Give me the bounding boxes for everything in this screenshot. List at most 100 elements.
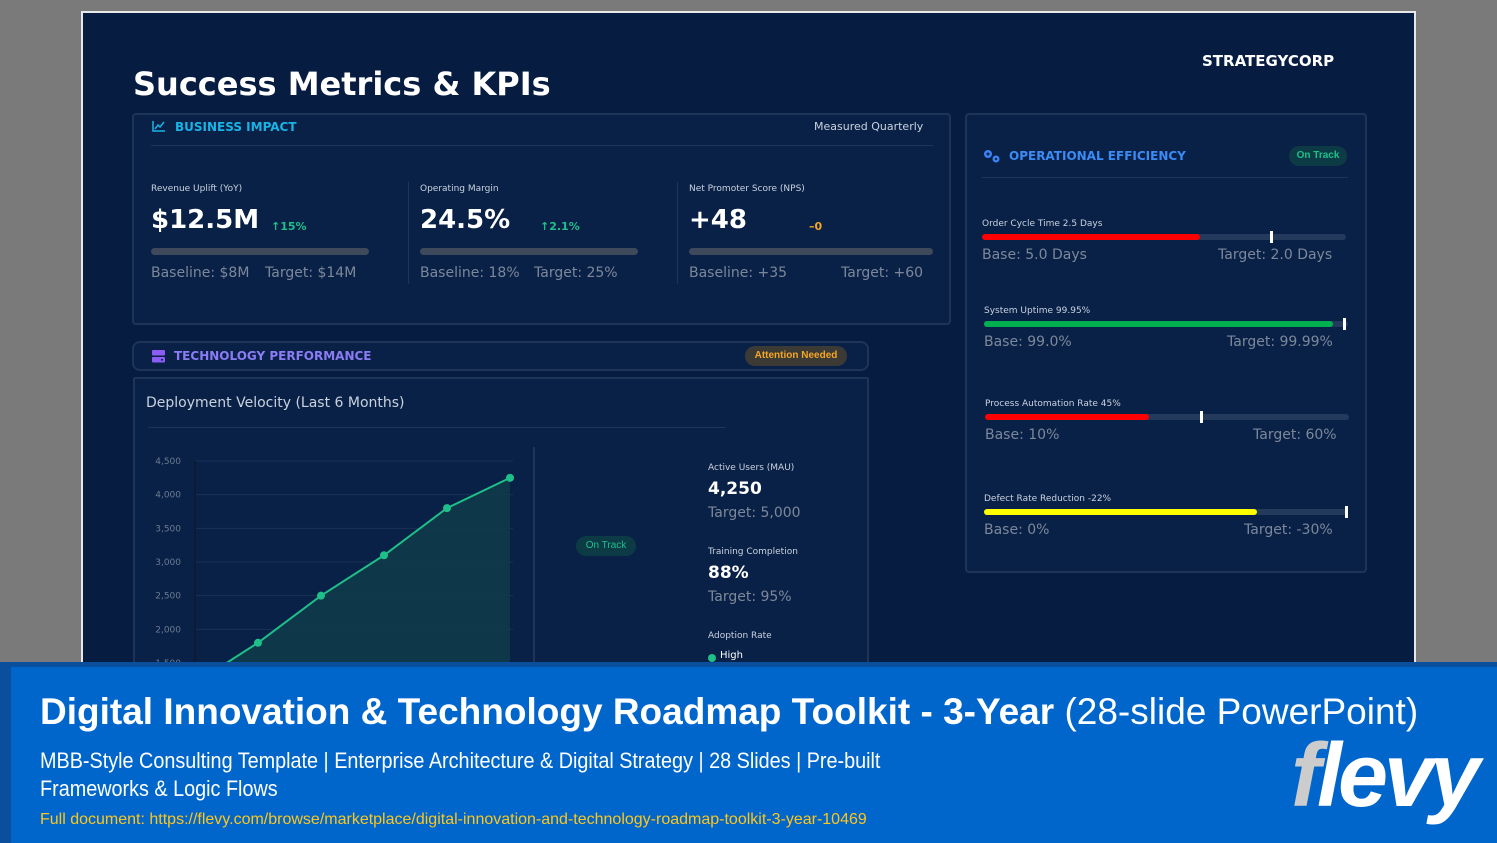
efficiency-base: Base: 10% [985, 427, 1060, 443]
efficiency-target: Target: 2.0 Days [1218, 247, 1333, 263]
series [215, 473, 514, 669]
area-fill [217, 477, 510, 669]
divider [408, 182, 409, 284]
target-marker [1345, 506, 1348, 518]
efficiency-base: Base: 0% [984, 522, 1050, 538]
kpi-value: +48 [689, 205, 747, 235]
y-tick-label: 4,500 [155, 457, 181, 467]
operational-efficiency-title: OPERATIONAL EFFICIENCY [1009, 149, 1186, 163]
stat-label: Active Users (MAU) [708, 463, 795, 473]
kpi-label: Net Promoter Score (NPS) [689, 184, 805, 194]
document-link[interactable]: Full document: https://flevy.com/browse/… [40, 811, 867, 828]
kpi-delta: ↑2.1% [540, 220, 580, 233]
kpi-label: Operating Margin [420, 184, 499, 194]
efficiency-target: Target: 99.99% [1227, 334, 1333, 350]
y-tick-label: 2,000 [155, 625, 181, 635]
kpi-delta-value: 0 [814, 220, 823, 233]
kpi-target: Target: 25% [534, 265, 618, 281]
efficiency-progress-bar [984, 318, 1348, 330]
attention-badge: Attention Needed [745, 346, 847, 366]
kpi-baseline: Baseline: $8M [151, 265, 250, 281]
deployment-panel: Deployment Velocity (Last 6 Months) 4,50… [133, 377, 869, 669]
banner: Digital Innovation & Technology Roadmap … [0, 662, 1497, 843]
adoption-value: High [720, 650, 743, 661]
chart-title: Deployment Velocity (Last 6 Months) [146, 395, 405, 411]
kpi-delta: –0 [809, 220, 822, 233]
data-point [443, 504, 451, 513]
efficiency-label: Process Automation Rate 45% [985, 399, 1121, 409]
banner-title-light: (28-slide PowerPoint) [1064, 691, 1419, 732]
y-tick-label: 3,000 [155, 558, 181, 568]
status-dot-icon [708, 654, 716, 662]
operational-efficiency-panel: OPERATIONAL EFFICIENCY On Track Order Cy… [965, 113, 1367, 573]
server-icon [152, 350, 165, 363]
divider [982, 177, 1348, 178]
progress-fill [985, 414, 1149, 420]
adoption-label: Adoption Rate [708, 631, 772, 641]
divider [148, 427, 726, 428]
efficiency-progress-bar [984, 506, 1348, 518]
efficiency-label: Order Cycle Time 2.5 Days [982, 219, 1103, 229]
banner-subtitle: MBB-Style Consulting Template | Enterpri… [40, 748, 881, 801]
business-impact-title: BUSINESS IMPACT [175, 120, 297, 134]
page-title: Success Metrics & KPIs [133, 65, 551, 103]
divider [151, 145, 933, 146]
data-point [254, 638, 262, 647]
technology-performance-title: TECHNOLOGY PERFORMANCE [174, 349, 372, 363]
kpi-target: Target: $14M [265, 265, 357, 281]
efficiency-target: Target: -30% [1244, 522, 1333, 538]
efficiency-progress-bar [985, 411, 1349, 423]
kpi-progress-bar [689, 248, 933, 255]
measured-note: Measured Quarterly [814, 120, 924, 133]
banner-title-bold: Digital Innovation & Technology Roadmap … [40, 691, 1055, 732]
kpi-target: Target: +60 [841, 265, 924, 281]
on-track-badge: On Track [576, 536, 636, 556]
progress-fill [982, 234, 1201, 240]
stat-label: Training Completion [708, 547, 798, 557]
arrow-up-icon: ↑ [271, 220, 281, 233]
gears-icon [984, 150, 1000, 163]
kpi-value: $12.5M [151, 205, 260, 235]
kpi-progress-bar [420, 248, 638, 255]
target-marker [1343, 318, 1347, 330]
technology-performance-header: TECHNOLOGY PERFORMANCE Attention Needed [132, 341, 869, 371]
kpi-label: Revenue Uplift (YoY) [151, 184, 243, 194]
arrow-up-icon: ↑ [540, 220, 550, 233]
stat-value: 4,250 [708, 479, 762, 499]
data-point [380, 551, 388, 560]
target-marker [1270, 231, 1274, 243]
stat-value: 88% [708, 563, 749, 583]
slide: Success Metrics & KPIs STRATEGYCORP BUSI… [81, 11, 1416, 671]
progress-fill [984, 509, 1257, 515]
flevy-logo: flevy [1291, 726, 1480, 826]
kpi-delta-value: 15% [280, 220, 307, 233]
on-track-badge: On Track [1289, 146, 1347, 166]
kpi-baseline: Baseline: 18% [420, 265, 520, 281]
kpi-delta-value: 2.1% [549, 220, 580, 233]
data-point [506, 473, 514, 482]
y-tick-label: 3,500 [155, 524, 181, 534]
banner-title: Digital Innovation & Technology Roadmap … [40, 691, 1418, 733]
efficiency-progress-bar [982, 231, 1346, 243]
series-line [215, 476, 511, 669]
kpi-baseline: Baseline: +35 [689, 265, 788, 281]
brand-logo: STRATEGYCORP [1202, 52, 1335, 70]
dash-icon: – [809, 220, 815, 233]
kpi-progress-bar [151, 248, 369, 255]
efficiency-base: Base: 99.0% [984, 334, 1072, 350]
progress-fill [984, 321, 1334, 327]
stat-target: Target: 5,000 [708, 505, 801, 521]
efficiency-base: Base: 5.0 Days [982, 247, 1087, 263]
kpi-value: 24.5% [420, 205, 511, 235]
efficiency-label: System Uptime 99.95% [984, 306, 1091, 316]
divider [677, 182, 678, 284]
stat-target: Target: 95% [708, 589, 792, 605]
target-marker [1200, 411, 1204, 423]
y-tick-label: 4,000 [155, 491, 181, 501]
line-chart-icon [152, 121, 165, 132]
y-tick-label: 2,500 [155, 592, 181, 602]
divider [533, 447, 535, 669]
business-impact-panel: BUSINESS IMPACT Measured Quarterly Reven… [132, 113, 951, 325]
efficiency-target: Target: 60% [1253, 427, 1337, 443]
